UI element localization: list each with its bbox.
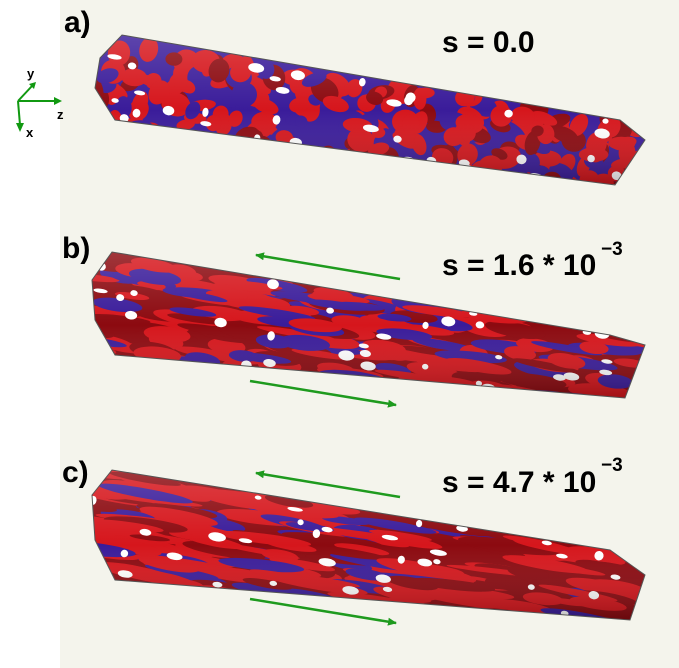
z-axis-label: z xyxy=(57,107,64,122)
panel-b-s-exponent: −3 xyxy=(601,239,623,260)
panel-c-s-exponent: −3 xyxy=(601,455,623,476)
panel-b-bottom-shear-arrow xyxy=(249,379,397,408)
rod-panel-b xyxy=(91,251,646,399)
y-axis-arrow xyxy=(17,85,33,102)
panel-b-top-shear-arrow xyxy=(255,252,401,281)
rod-outline xyxy=(91,469,646,621)
x-axis-label: x xyxy=(26,125,34,140)
x-axis-arrow xyxy=(17,100,21,126)
panel-b-label: b) xyxy=(62,232,90,265)
rod-outline xyxy=(94,34,646,186)
panel-c-bottom-shear-arrow xyxy=(249,597,397,626)
rod-panel-c xyxy=(91,469,646,621)
x-axis-arrowhead xyxy=(16,123,24,132)
y-axis-arrowhead xyxy=(29,82,36,89)
y-axis-label: y xyxy=(27,66,35,81)
panel-b-s-value: s = 1.6 * 10 xyxy=(442,249,596,282)
z-axis-arrowhead xyxy=(54,97,62,105)
rod-outline xyxy=(91,251,646,399)
panel-c-top-shear-arrow xyxy=(255,470,401,499)
rod-panel-a xyxy=(94,34,646,186)
axis-triad: y z x xyxy=(16,66,64,140)
panel-a-label: a) xyxy=(64,6,91,39)
panel-c-label: c) xyxy=(62,456,89,489)
panel-c-s-value: s = 4.7 * 10 xyxy=(442,466,596,499)
panel-a-s-value: s = 0.0 xyxy=(442,26,535,59)
